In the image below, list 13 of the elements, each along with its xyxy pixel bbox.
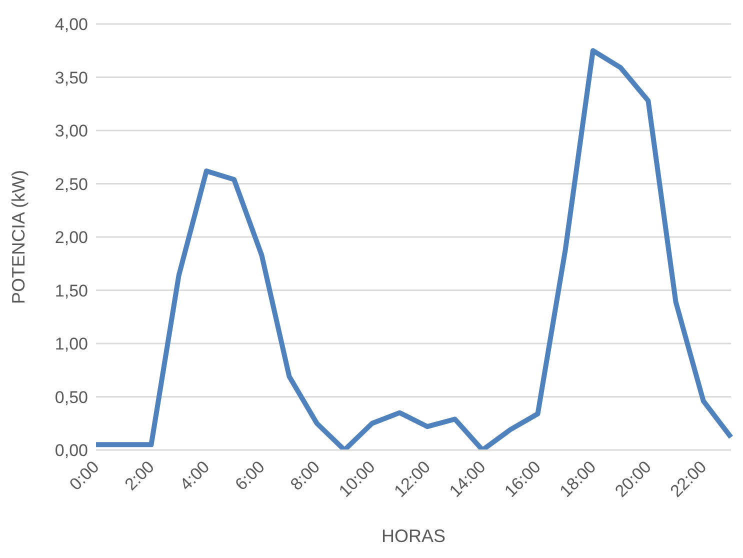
y-tick-label: 1,50 (54, 281, 88, 300)
y-tick-label: 3,00 (54, 122, 88, 141)
y-tick-label: 4,00 (54, 15, 88, 34)
y-tick-label: 3,50 (54, 68, 88, 88)
x-tick-label: 4:00 (176, 457, 214, 494)
y-tick-label: 2,50 (54, 174, 88, 194)
x-axis-title: HORAS (381, 526, 446, 546)
x-tick-label: 8:00 (286, 457, 324, 494)
y-tick-label: 2,00 (54, 228, 88, 248)
x-tick-label: 6:00 (232, 457, 268, 494)
y-axis-title: POTENCIA (kW) (8, 170, 28, 304)
y-tick-label: 0,50 (54, 388, 88, 407)
y-tick-label: 1,00 (54, 334, 88, 354)
